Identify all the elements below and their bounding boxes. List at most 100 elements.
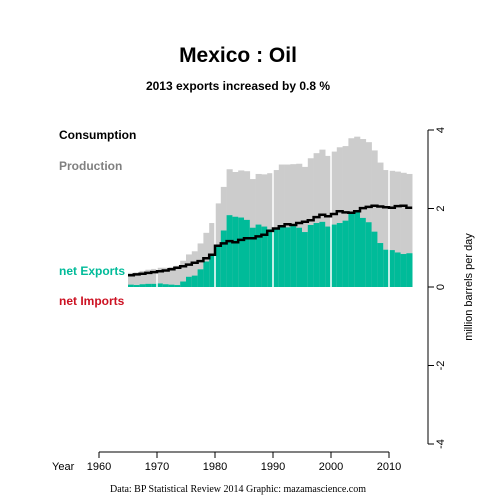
x-tick-label: 1980 [203, 461, 227, 473]
net-exports-bar [191, 275, 198, 287]
consumption-line [128, 204, 413, 277]
net-exports-bar [331, 224, 338, 287]
production-bar [394, 171, 401, 287]
y-axis-title: million barrels per day [463, 233, 475, 341]
production-bar [325, 155, 332, 287]
chart-title: Mexico : Oil [179, 44, 297, 67]
net-exports-bar [186, 276, 193, 287]
net-exports-bar [145, 283, 152, 287]
x-tick-label: 1990 [261, 461, 285, 473]
net-exports-bar [232, 216, 239, 287]
production-bar [307, 158, 314, 287]
x-tick-label: 2000 [319, 461, 343, 473]
chart-areas [128, 136, 413, 287]
net-exports-bar [360, 217, 367, 287]
production-bar [162, 267, 169, 287]
net-exports-bar [290, 226, 297, 287]
net-exports-bar [377, 243, 384, 287]
net-exports-bar [365, 222, 372, 287]
production-bar [319, 149, 326, 287]
x-tick-label: 1970 [145, 461, 169, 473]
production-bar [180, 260, 187, 287]
legend-net-exports: net Exports [59, 264, 125, 278]
net-exports-bar [220, 230, 227, 287]
production-bar [157, 267, 164, 287]
source-credit: Data: BP Statistical Review 2014 Graphic… [110, 484, 366, 495]
production-bar [400, 172, 407, 287]
net-exports-bar [157, 283, 164, 287]
net-exports-bar [284, 227, 291, 287]
net-exports-bar [139, 284, 146, 287]
net-exports-bar [406, 253, 413, 287]
x-tick-label: 2010 [377, 461, 401, 473]
net-exports-bar [255, 224, 262, 287]
net-exports-bar [244, 219, 251, 287]
net-exports-bar [325, 226, 332, 287]
x-tick-label: 1960 [87, 461, 111, 473]
net-exports-bar [151, 283, 158, 287]
y-tick-label: 0 [435, 284, 447, 290]
x-axis-title: Year [52, 461, 75, 473]
net-exports-bar [197, 269, 204, 287]
chart-subtitle: 2013 exports increased by 0.8 % [146, 79, 330, 93]
net-exports-bar [354, 212, 361, 287]
net-exports-bar [313, 223, 320, 287]
net-exports-bar [174, 285, 181, 287]
production-bar [139, 270, 146, 287]
y-tick-label: -2 [435, 361, 447, 371]
production-bar [197, 243, 204, 287]
production-bar [331, 151, 338, 287]
production-bar [133, 272, 140, 287]
y-tick-label: -4 [435, 439, 447, 449]
production-bar [168, 266, 175, 287]
production-bar [186, 254, 193, 287]
net-exports-bar [168, 284, 175, 287]
decade-gridlines [156, 122, 390, 287]
production-bar [360, 139, 367, 287]
x-axis: 1960 1970 1980 1990 2000 2010 [87, 451, 401, 473]
net-exports-bar [319, 221, 326, 287]
net-exports-bar [128, 284, 135, 287]
net-exports-bar [383, 249, 390, 287]
production-bar [342, 146, 349, 287]
legend-production: Production [59, 159, 122, 173]
net-exports-bar [133, 285, 140, 287]
production-bar [284, 164, 291, 287]
production-bar [371, 150, 378, 287]
net-exports-bar [336, 223, 343, 287]
legend-net-imports: net Imports [59, 294, 125, 308]
net-exports-bar [307, 224, 314, 287]
net-exports-bar [215, 244, 222, 287]
net-exports-bar [238, 217, 245, 287]
net-exports-bar [209, 255, 216, 287]
net-exports-bar [394, 252, 401, 287]
net-exports-bar [162, 284, 169, 287]
y-tick-label: 4 [435, 127, 447, 133]
net-exports-bar [371, 231, 378, 287]
production-bar [128, 272, 135, 287]
y-tick-label: 2 [435, 205, 447, 211]
production-bar [151, 268, 158, 287]
net-exports-bar [249, 227, 256, 287]
net-exports-bar [261, 226, 268, 287]
production-bar [302, 166, 309, 287]
net-exports-bar [278, 225, 285, 287]
net-exports-bar [180, 281, 187, 287]
net-exports-bar [348, 212, 355, 287]
net-exports-bar [389, 250, 396, 287]
net-exports-bar [342, 220, 349, 287]
net-exports-bar [267, 229, 274, 287]
net-exports-bar [226, 215, 233, 287]
production-bar [336, 147, 343, 287]
net-exports-bar [302, 232, 309, 287]
net-exports-bar [400, 254, 407, 287]
production-bar [389, 170, 396, 287]
production-bar [406, 173, 413, 287]
production-bar [191, 251, 198, 287]
production-bar [145, 269, 152, 287]
production-bar [377, 162, 384, 287]
net-exports-bar [203, 261, 210, 287]
production-bar [383, 170, 390, 287]
production-bar [174, 265, 181, 287]
